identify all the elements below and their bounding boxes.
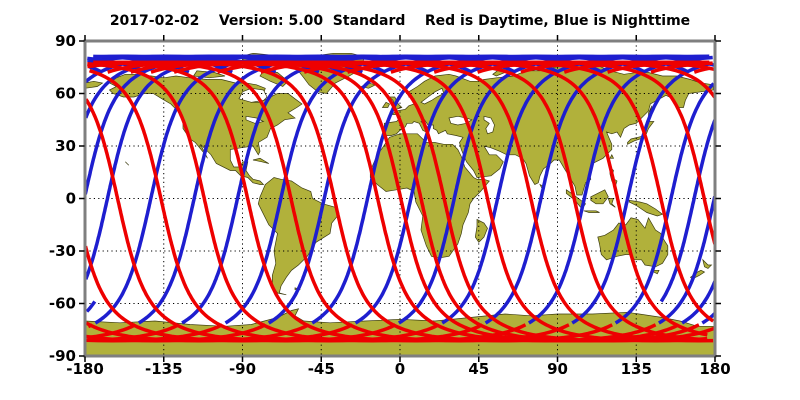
y-tick-label: -90	[49, 347, 76, 365]
landmass-sulawesi	[607, 198, 616, 208]
landmass-ireland	[381, 101, 390, 108]
landmass-tasmania	[653, 269, 660, 275]
y-tick-label: 30	[55, 137, 76, 155]
landmass-borneo	[590, 189, 609, 205]
y-tick-label: -60	[49, 295, 76, 313]
plot-border	[83, 39, 717, 358]
landmass-chukotka_west	[85, 80, 104, 89]
tick-marks	[79, 35, 721, 362]
x-tick-label: 135	[621, 360, 652, 378]
axis-labels: -180 -135 -90 -45 0 45 90 135 180 90 60 30 0 -30 -60 -9…	[49, 32, 731, 378]
y-tick-label: 60	[55, 85, 76, 103]
chart-title: 2017-02-02 Version: 5.00 Standard Red is…	[109, 13, 691, 29]
landmass-madagascar	[474, 218, 488, 243]
landmass-hawaii	[125, 161, 130, 166]
y-tick-label: 90	[55, 32, 76, 50]
x-tick-label: -45	[308, 360, 335, 378]
lake-baltic_sea	[420, 87, 445, 105]
x-tick-label: -135	[145, 360, 183, 378]
x-tick-label: 45	[468, 360, 489, 378]
landmass-nz_north	[702, 258, 713, 269]
landmass-new_guinea	[628, 199, 664, 217]
x-tick-label: 90	[547, 360, 568, 378]
x-tick-label: 0	[395, 360, 405, 378]
landmass-cuba	[252, 157, 269, 164]
y-tick-label: -30	[49, 242, 76, 260]
y-tick-label: 0	[66, 190, 76, 208]
x-tick-label: -90	[229, 360, 256, 378]
x-tick-label: 180	[699, 360, 730, 378]
lake-caspian_sea	[483, 115, 495, 135]
daytime-tracks-layer	[85, 60, 715, 343]
x-tick-label: -180	[66, 360, 104, 378]
landmass-java	[583, 210, 600, 213]
landmass-taiwan	[609, 154, 615, 159]
